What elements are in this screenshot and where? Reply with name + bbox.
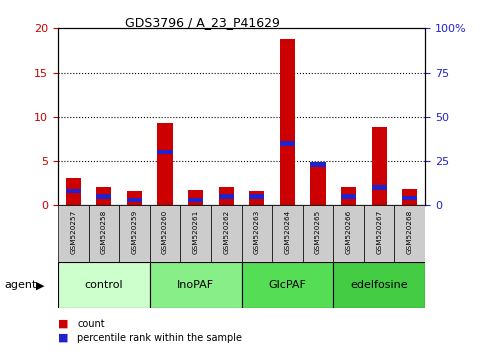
Bar xyxy=(127,191,142,205)
Text: agent: agent xyxy=(5,280,37,290)
Bar xyxy=(127,198,142,202)
Bar xyxy=(219,187,234,205)
Bar xyxy=(311,164,326,205)
Text: GSM520257: GSM520257 xyxy=(70,210,76,254)
Text: GDS3796 / A_23_P41629: GDS3796 / A_23_P41629 xyxy=(126,16,280,29)
Bar xyxy=(211,205,242,262)
Text: ■: ■ xyxy=(58,319,69,329)
Bar xyxy=(341,187,356,205)
Bar xyxy=(96,194,112,199)
Bar xyxy=(402,196,417,200)
Text: percentile rank within the sample: percentile rank within the sample xyxy=(77,333,242,343)
Bar xyxy=(88,205,119,262)
Bar xyxy=(280,39,295,205)
Bar xyxy=(402,188,417,205)
Bar xyxy=(119,205,150,262)
Text: control: control xyxy=(85,280,123,290)
Text: GSM520264: GSM520264 xyxy=(284,210,290,254)
Text: GSM520268: GSM520268 xyxy=(407,210,413,254)
Bar xyxy=(280,141,295,145)
Text: GSM520261: GSM520261 xyxy=(193,210,199,254)
Bar xyxy=(303,205,333,262)
Bar xyxy=(395,205,425,262)
Bar xyxy=(188,198,203,202)
Bar xyxy=(150,205,180,262)
Bar xyxy=(242,205,272,262)
Bar xyxy=(188,190,203,205)
Text: GSM520267: GSM520267 xyxy=(376,210,382,254)
Text: GSM520265: GSM520265 xyxy=(315,210,321,254)
Bar xyxy=(249,194,265,199)
Text: GSM520266: GSM520266 xyxy=(345,210,352,254)
Bar xyxy=(371,127,387,205)
Text: edelfosine: edelfosine xyxy=(350,280,408,290)
Bar xyxy=(180,205,211,262)
Bar xyxy=(58,262,150,308)
Bar xyxy=(333,205,364,262)
Bar xyxy=(150,262,242,308)
Text: GSM520263: GSM520263 xyxy=(254,210,260,254)
Text: GlcPAF: GlcPAF xyxy=(269,280,306,290)
Bar xyxy=(66,178,81,205)
Bar xyxy=(157,123,173,205)
Text: InoPAF: InoPAF xyxy=(177,280,214,290)
Bar xyxy=(96,187,112,205)
Bar xyxy=(341,194,356,199)
Bar xyxy=(219,194,234,199)
Bar xyxy=(242,262,333,308)
Text: GSM520262: GSM520262 xyxy=(223,210,229,254)
Text: GSM520260: GSM520260 xyxy=(162,210,168,254)
Bar xyxy=(58,205,88,262)
Bar xyxy=(249,191,265,205)
Bar xyxy=(364,205,395,262)
Text: count: count xyxy=(77,319,105,329)
Bar xyxy=(66,189,81,193)
Bar xyxy=(157,150,173,154)
Bar xyxy=(371,185,387,190)
Text: ▶: ▶ xyxy=(36,281,45,291)
Text: ■: ■ xyxy=(58,333,69,343)
Text: GSM520259: GSM520259 xyxy=(131,210,138,254)
Text: GSM520258: GSM520258 xyxy=(101,210,107,254)
Bar xyxy=(311,162,326,167)
Bar xyxy=(272,205,303,262)
Bar xyxy=(333,262,425,308)
